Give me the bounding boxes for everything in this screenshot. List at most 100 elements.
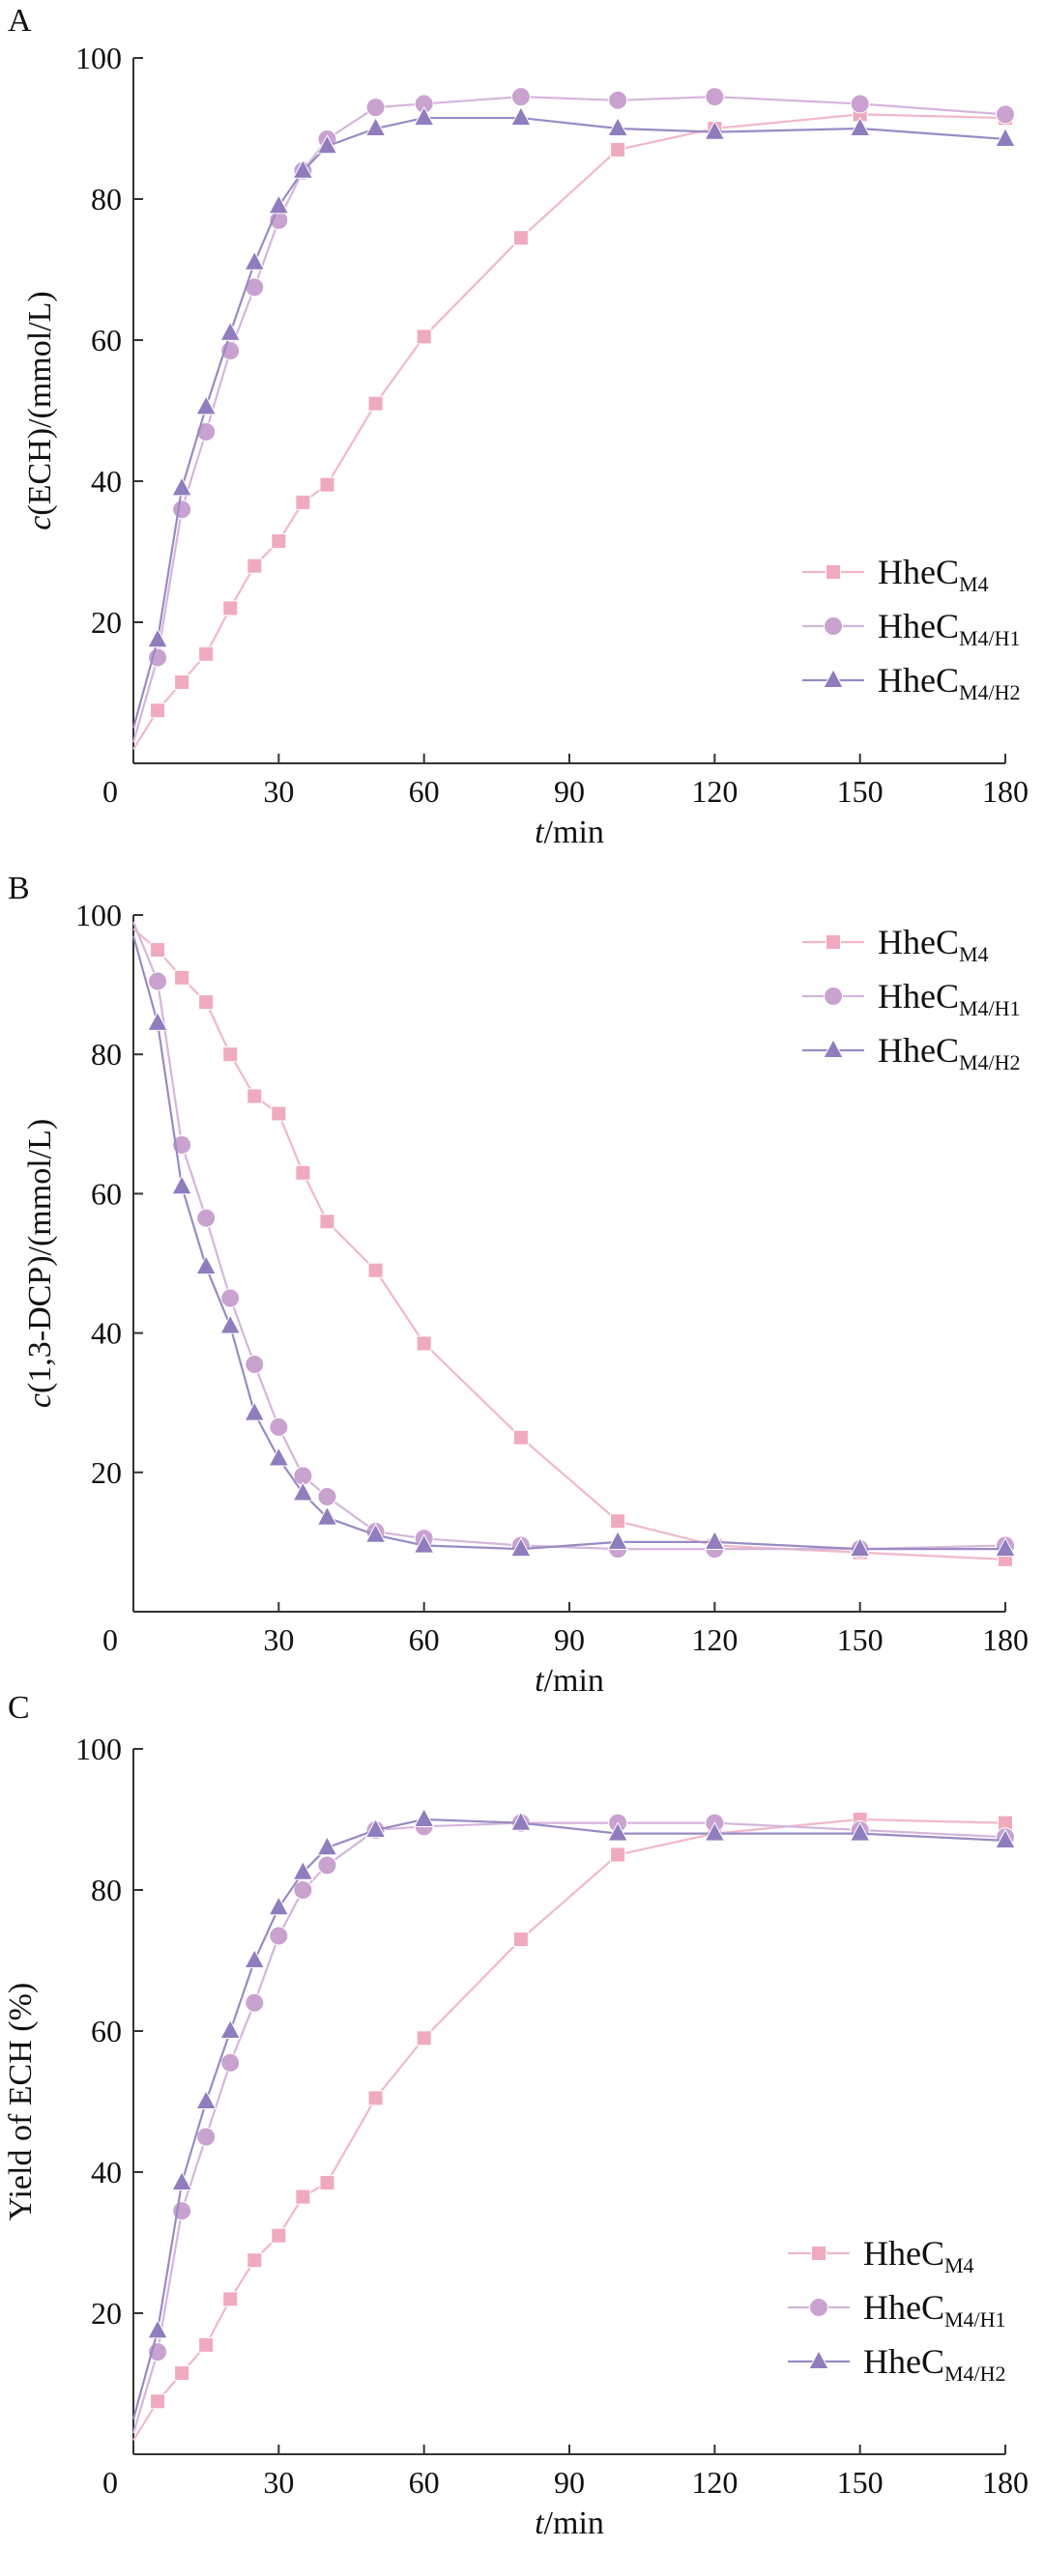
data-point: [174, 969, 190, 986]
data-point: [196, 421, 217, 442]
panel-a: A 30 60 90 120 150 180 0 20 40 60 80 100 t/min c(ECH)…: [8, 3, 1029, 850]
data-point: [608, 90, 628, 110]
data-point: [365, 98, 386, 118]
y-tick-label: 100: [75, 898, 122, 932]
data-point: [219, 2018, 242, 2040]
data-point: [319, 476, 335, 493]
legend-marker: [824, 987, 843, 1006]
data-point: [244, 1948, 266, 1969]
data-point: [246, 2252, 263, 2269]
x-tick-label: 180: [982, 1622, 1029, 1657]
series-circle: [131, 921, 1015, 1560]
data-point: [510, 1536, 532, 1558]
data-point: [147, 1011, 168, 1031]
y-tick-label: 40: [91, 1316, 122, 1351]
series-line: [131, 96, 1006, 743]
y-tick-label: 40: [91, 464, 122, 499]
data-point: [295, 1164, 311, 1181]
legend-marker: [808, 2349, 829, 2370]
y-axis-title: Yield of ECH (%): [3, 1983, 39, 2220]
data-point: [150, 702, 166, 719]
legend-marker: [826, 564, 841, 580]
series-line: [132, 113, 1006, 750]
data-point: [269, 1417, 289, 1437]
x-tick-label: 30: [263, 2465, 294, 2500]
data-point: [413, 105, 435, 127]
data-point: [198, 2336, 215, 2353]
data-point: [171, 476, 192, 497]
data-point: [416, 2030, 432, 2046]
data-point: [849, 1536, 871, 1558]
data-point: [317, 1855, 337, 1875]
series-square: [132, 928, 1013, 1567]
panel-label: C: [8, 1690, 30, 1726]
legend-item: HheCM4/H2: [802, 661, 1021, 704]
legend-label: HheCM4/H1: [878, 607, 1021, 650]
data-point: [413, 1807, 435, 1828]
data-point: [364, 116, 387, 137]
legend-marker: [811, 2246, 826, 2261]
panel-c: C 30 60 90 120 150 180 0 20 40 60 80 100 t/min Yield …: [3, 1690, 1029, 2541]
panel-label: A: [8, 3, 32, 39]
data-point: [367, 395, 384, 412]
data-point: [316, 1835, 338, 1856]
data-point: [704, 120, 726, 140]
data-point: [317, 1487, 337, 1507]
x-tick-label: 180: [982, 2465, 1029, 2500]
y-tick-label: 60: [91, 323, 122, 358]
data-point: [269, 1926, 289, 1946]
x-tick-label: 30: [263, 774, 294, 809]
legend-item: HheCM4/H2: [802, 1031, 1021, 1074]
legend-marker: [809, 2298, 828, 2317]
data-point: [292, 1860, 314, 1880]
data-point: [150, 2393, 166, 2410]
data-point: [510, 105, 532, 127]
data-point: [610, 1513, 626, 1530]
legend-item: HheCM4/H1: [788, 2288, 1006, 2332]
data-point: [220, 1288, 241, 1308]
x-tick-label: 90: [554, 774, 585, 809]
legend: HheCM4 HheCM4/H1 HheCM4/H2: [802, 553, 1021, 704]
legend-item: HheCM4/H2: [788, 2342, 1006, 2386]
y-axis-title: c(ECH)/(mmol/L): [22, 291, 58, 530]
x-axis-title: t/min: [535, 1663, 604, 1699]
legend-label: HheCM4: [878, 553, 989, 596]
x-tick-label: 60: [409, 2465, 440, 2500]
data-point: [222, 600, 239, 616]
y-tick-label: 20: [91, 605, 122, 640]
data-point: [316, 1505, 338, 1526]
y-tick-label: 40: [91, 2155, 122, 2190]
series-line: [131, 1821, 1006, 2434]
x-tick-label: 180: [982, 774, 1029, 809]
x-tick-label: 60: [409, 1622, 440, 1657]
y-tick-label: 20: [91, 2296, 122, 2331]
data-point: [319, 2174, 335, 2190]
data-point: [195, 2089, 218, 2110]
data-point: [849, 116, 871, 137]
data-point: [319, 1214, 335, 1230]
series-line: [131, 935, 1005, 1551]
data-point: [198, 994, 215, 1011]
data-point: [295, 2189, 311, 2205]
legend-marker: [823, 1038, 844, 1059]
y-tick-label: 60: [91, 2014, 122, 2048]
series-line: [131, 1818, 1006, 2419]
panel-b: B 30 60 90 120 150 180 0 20 40 60 80 100 t/min c(1,3-…: [8, 871, 1029, 1699]
data-point: [271, 1105, 287, 1122]
data-point: [416, 1335, 432, 1352]
legend-item: HheCM4/H1: [802, 607, 1021, 650]
data-point: [172, 500, 192, 520]
series-triangle: [131, 105, 1016, 729]
y-axis-title: c(1,3-DCP)/(mmol/L): [22, 1119, 58, 1408]
data-point: [246, 558, 263, 574]
data-point: [220, 2052, 241, 2073]
data-point: [219, 321, 242, 341]
legend-label: HheCM4/H2: [863, 2342, 1006, 2386]
data-point: [244, 1401, 266, 1421]
data-point: [293, 1880, 313, 1900]
series-circle: [131, 1813, 1015, 2434]
data-point: [244, 250, 266, 271]
x-tick-label: 60: [409, 774, 440, 809]
data-point: [316, 134, 338, 155]
origin-label: 0: [102, 774, 118, 809]
